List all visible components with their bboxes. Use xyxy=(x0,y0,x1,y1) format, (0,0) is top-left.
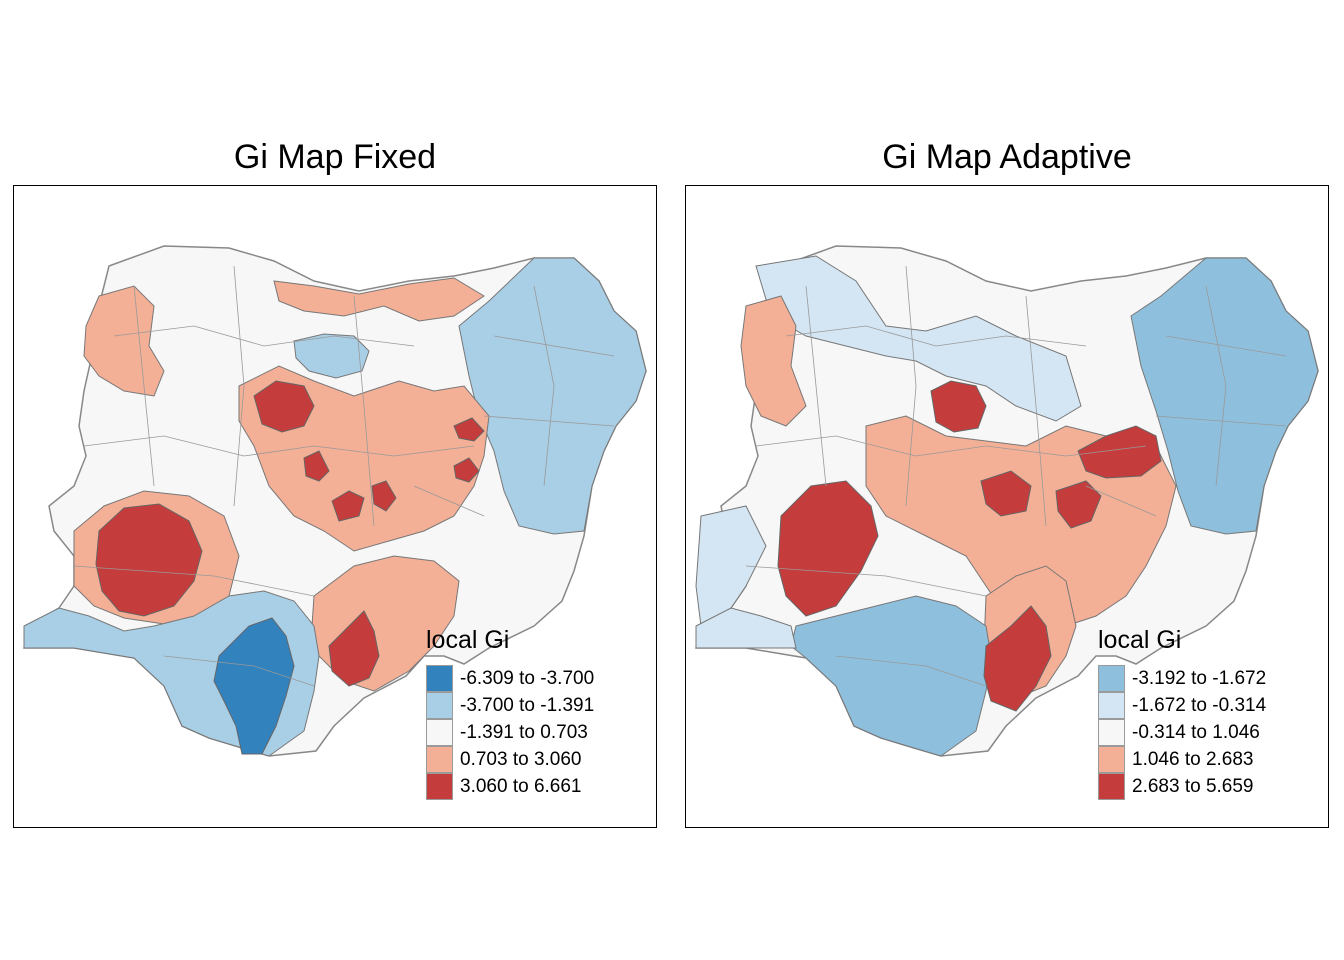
region-salmon-west xyxy=(740,295,807,427)
legend-title: local Gi xyxy=(1098,626,1182,654)
legend-label: 0.703 to 3.060 xyxy=(460,748,582,770)
hotspot-southeast xyxy=(983,605,1052,712)
hotspot-central-1 xyxy=(303,450,330,482)
legend-swatch xyxy=(1098,665,1125,692)
hotspot-east-1 xyxy=(453,417,485,442)
district-lines xyxy=(73,265,615,687)
legend-swatch xyxy=(426,719,453,746)
legend-label: -6.309 to -3.700 xyxy=(460,667,595,689)
map-panel-adaptive: local Gi -3.192 to -1.672 -1.672 to -0.3… xyxy=(685,185,1329,828)
legend-title: local Gi xyxy=(426,626,510,654)
legend-label: -3.192 to -1.672 xyxy=(1132,667,1267,689)
region-northeast xyxy=(458,257,647,535)
hotspot-central-3 xyxy=(371,480,397,512)
hotspot-southeast xyxy=(328,610,380,687)
legend-item: -3.700 to -1.391 xyxy=(426,692,646,719)
district-lines xyxy=(745,265,1287,687)
legend-item: 3.060 to 6.661 xyxy=(426,773,646,800)
region-salmon-nw xyxy=(83,285,165,397)
legend-item: 2.683 to 5.659 xyxy=(1098,773,1318,800)
region-light-blue-sw xyxy=(695,505,767,627)
legend-swatch xyxy=(1098,746,1125,773)
legend-item: 0.703 to 3.060 xyxy=(426,746,646,773)
hotspot-north-central xyxy=(253,380,315,433)
region-south-blue xyxy=(790,595,992,757)
map-title-adaptive: Gi Map Adaptive xyxy=(882,138,1132,176)
legend-adaptive: local Gi -3.192 to -1.672 -1.672 to -0.3… xyxy=(1098,626,1318,800)
legend-item: -0.314 to 1.046 xyxy=(1098,719,1318,746)
hotspot-southwest xyxy=(777,480,879,617)
legend-item: -6.309 to -3.700 xyxy=(426,665,646,692)
region-dark-blue xyxy=(213,617,295,755)
legend-label: 1.046 to 2.683 xyxy=(1132,748,1254,770)
legend-label: 3.060 to 6.661 xyxy=(460,775,582,797)
legend-swatch xyxy=(426,692,453,719)
hotspot-east-2 xyxy=(1055,480,1102,529)
legend-swatch xyxy=(426,773,453,800)
legend-fixed: local Gi -6.309 to -3.700 -3.700 to -1.3… xyxy=(426,626,646,800)
legend-item: -1.391 to 0.703 xyxy=(426,719,646,746)
region-kano xyxy=(293,333,370,379)
hotspot-central-2 xyxy=(331,490,365,522)
region-northeast xyxy=(1130,257,1319,535)
legend-item: 1.046 to 2.683 xyxy=(1098,746,1318,773)
hotspot-north-central xyxy=(930,380,987,433)
legend-swatch xyxy=(1098,773,1125,800)
region-salmon-north xyxy=(273,277,485,322)
nigeria-map-fixed xyxy=(23,245,647,757)
region-light-blue-north xyxy=(755,255,1082,422)
legend-item: -3.192 to -1.672 xyxy=(1098,665,1318,692)
legend-label: 2.683 to 5.659 xyxy=(1132,775,1254,797)
legend-swatch xyxy=(426,665,453,692)
legend-item: -1.672 to -0.314 xyxy=(1098,692,1318,719)
map-panel-fixed: local Gi -6.309 to -3.700 -3.700 to -1.3… xyxy=(13,185,657,828)
hotspot-southwest xyxy=(95,503,203,617)
legend-label: -3.700 to -1.391 xyxy=(460,694,595,716)
hotspot-east xyxy=(1077,425,1162,479)
legend-swatch xyxy=(1098,692,1125,719)
legend-label: -0.314 to 1.046 xyxy=(1132,721,1260,743)
hotspot-east-2 xyxy=(453,457,480,483)
legend-label: -1.391 to 0.703 xyxy=(460,721,588,743)
map-title-fixed: Gi Map Fixed xyxy=(233,138,437,176)
nigeria-map-adaptive xyxy=(695,245,1319,757)
hotspot-central xyxy=(980,470,1032,517)
legend-swatch xyxy=(426,746,453,773)
region-south-lightblue xyxy=(695,607,797,649)
legend-swatch xyxy=(1098,719,1125,746)
legend-label: -1.672 to -0.314 xyxy=(1132,694,1267,716)
